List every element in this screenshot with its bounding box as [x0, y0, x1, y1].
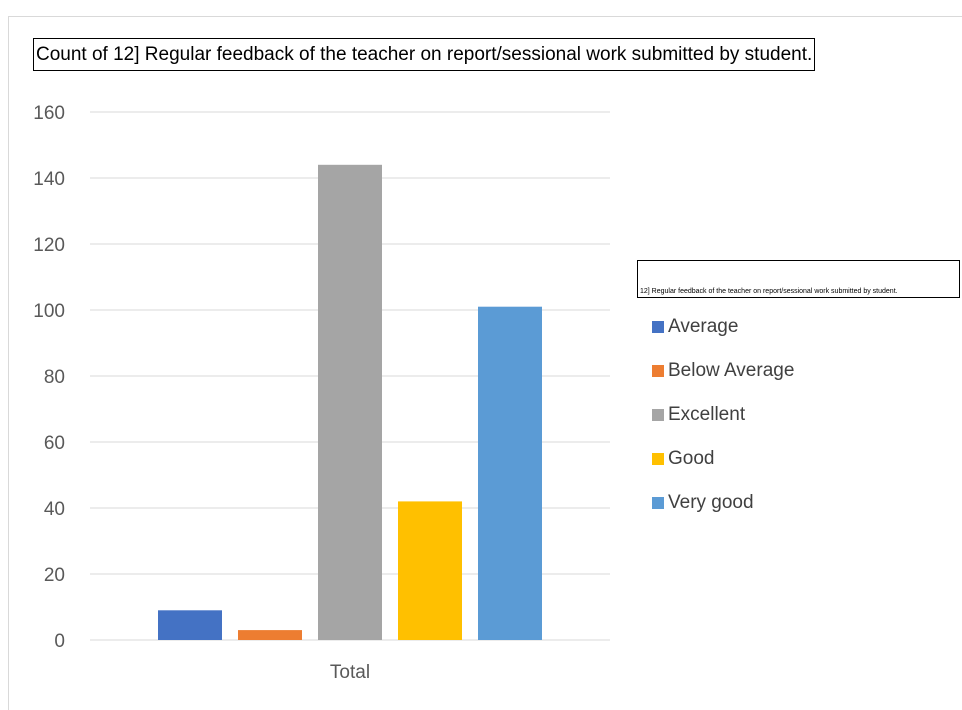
y-tick-label: 100: [33, 301, 65, 322]
chart-title: Count of 12] Regular feedback of the tea…: [33, 38, 816, 71]
legend-title-text: 12] Regular feedback of the teacher on r…: [640, 288, 898, 295]
legend-item-below-average: Below Average: [652, 349, 794, 393]
y-tick-label: 60: [44, 433, 65, 454]
legend-swatch: [652, 453, 664, 465]
legend-label: Good: [668, 448, 715, 469]
legend-item-good: Good: [652, 437, 794, 481]
bar-below-average: [238, 630, 302, 640]
legend-swatch: [652, 321, 664, 333]
legend-title: 12] Regular feedback of the teacher on r…: [637, 260, 960, 298]
y-tick-label: 40: [44, 499, 65, 520]
legend-item-average: Average: [652, 305, 794, 349]
y-tick-label: 20: [44, 565, 65, 586]
legend-label: Very good: [668, 492, 754, 513]
bar-good: [398, 501, 462, 640]
y-tick-label: 140: [33, 169, 65, 190]
chart-frame: [8, 16, 962, 710]
x-tick-label: Total: [330, 662, 370, 683]
y-tick-label: 80: [44, 367, 65, 388]
y-axis-tick-labels: 0 20 40 60 80 100 120 140 160: [33, 103, 65, 652]
x-axis-tick-labels: Total: [330, 662, 370, 683]
legend-swatch: [652, 497, 664, 509]
y-tick-label: 120: [33, 235, 65, 256]
legend-label: Excellent: [668, 404, 746, 425]
legend-item-very-good: Very good: [652, 481, 794, 525]
legend-label: Average: [668, 316, 739, 337]
legend-swatch: [652, 365, 664, 377]
legend-item-excellent: Excellent: [652, 393, 794, 437]
legend: Average Below Average Excellent Good Very go…: [652, 305, 794, 525]
bars: [158, 164, 542, 641]
bar-average: [158, 610, 222, 640]
bar-excellent: [318, 164, 382, 641]
y-tick-label: 0: [54, 631, 65, 652]
legend-label: Below Average: [668, 360, 795, 381]
bar-very-good: [478, 306, 542, 640]
y-tick-label: 160: [33, 103, 65, 124]
legend-swatch: [652, 409, 664, 421]
